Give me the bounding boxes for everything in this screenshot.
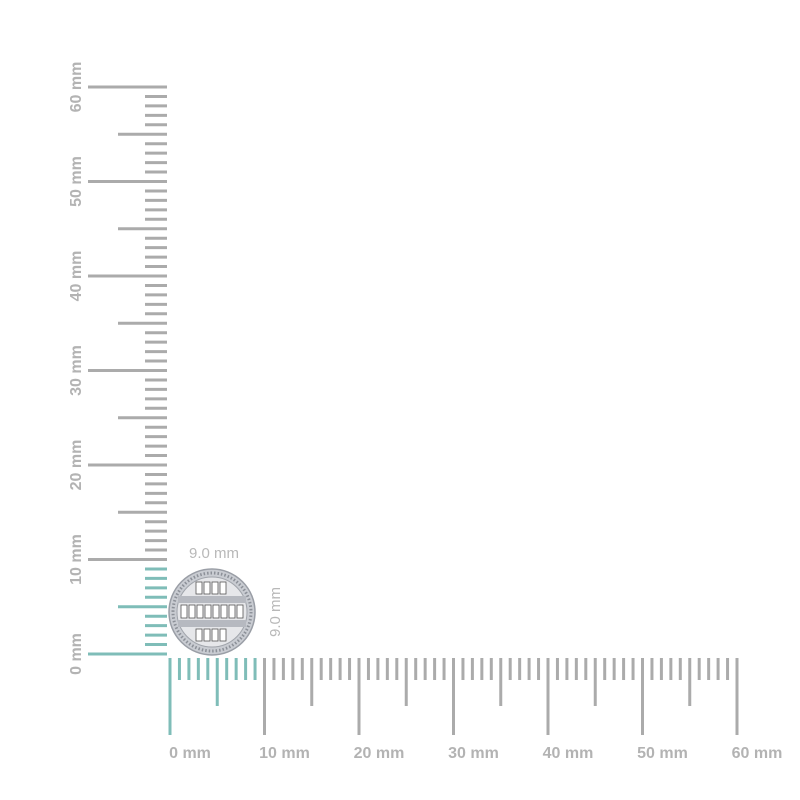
horizontal-ruler — [168, 658, 739, 735]
horizontal-ruler-label: 0 mm — [169, 745, 211, 762]
horizontal-ruler-label: 40 mm — [543, 745, 594, 762]
vertical-ruler-label: 40 mm — [68, 251, 85, 302]
vertical-ruler-label: 10 mm — [68, 534, 85, 585]
vertical-ruler-label: 50 mm — [68, 156, 85, 207]
height-label: 9.0 mm — [267, 587, 284, 637]
horizontal-ruler-label: 10 mm — [259, 745, 310, 762]
horizontal-ruler-label: 30 mm — [448, 745, 499, 762]
vertical-ruler-labels: 0 mm 10 mm 20 mm 30 mm 40 mm 50 mm 60 mm — [68, 62, 85, 675]
width-label: 9.0 mm — [189, 545, 239, 562]
vertical-ruler-label: 0 mm — [68, 633, 85, 675]
horizontal-ruler-labels: 0 mm 10 mm 20 mm 30 mm 40 mm 50 mm 60 mm — [169, 745, 782, 762]
vertical-ruler-label: 60 mm — [68, 62, 85, 113]
horizontal-ruler-label: 50 mm — [637, 745, 688, 762]
vertical-ruler-label: 30 mm — [68, 345, 85, 396]
vertical-ruler-label: 20 mm — [68, 440, 85, 491]
horizontal-ruler-label: 60 mm — [732, 745, 783, 762]
earring-image — [168, 568, 256, 656]
horizontal-ruler-label: 20 mm — [354, 745, 405, 762]
vertical-ruler — [88, 85, 167, 656]
